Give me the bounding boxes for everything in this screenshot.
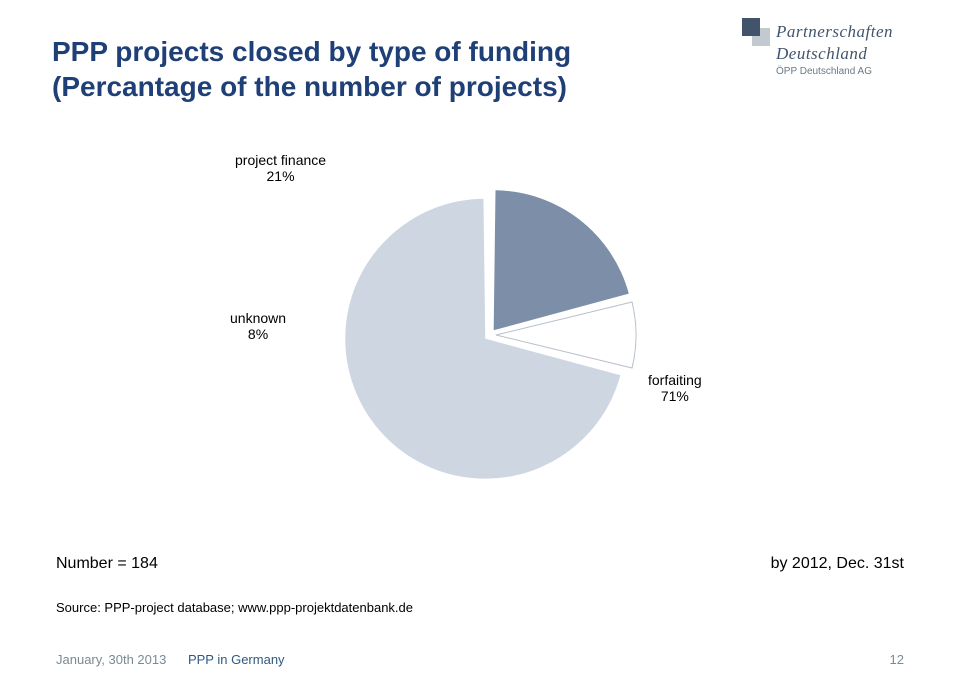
title-line1: PPP projects closed by type of funding bbox=[52, 34, 571, 69]
stats-row: Number = 184 by 2012, Dec. 31st bbox=[56, 555, 904, 573]
stats-left: Number = 184 bbox=[56, 555, 158, 572]
footer-page-number: 12 bbox=[890, 652, 904, 667]
slide-title: PPP projects closed by type of funding (… bbox=[52, 34, 571, 104]
logo-subtext: ÖPP Deutschland AG bbox=[776, 66, 922, 77]
stats-right: by 2012, Dec. 31st bbox=[771, 555, 904, 573]
source-text: Source: PPP-project database; www.ppp-pr… bbox=[56, 600, 413, 615]
logo-top-row: Partnerschaften bbox=[742, 18, 922, 46]
logo-square-front bbox=[742, 18, 760, 36]
logo-mark bbox=[742, 18, 770, 46]
logo-text-line2: Deutschland bbox=[776, 44, 922, 64]
slice-label-0-line1: project finance bbox=[235, 152, 326, 168]
footer: January, 30th 2013 PPP in Germany 12 bbox=[56, 652, 904, 667]
footer-title: PPP in Germany bbox=[188, 652, 285, 667]
slice-label-2-line1: forfaiting bbox=[648, 372, 702, 388]
title-line2: (Percantage of the number of projects) bbox=[52, 69, 571, 104]
slice-label-1-line2: 8% bbox=[230, 326, 286, 342]
slice-label-forfaiting: forfaiting 71% bbox=[648, 372, 702, 404]
slice-label-0-line2: 21% bbox=[235, 168, 326, 184]
footer-date: January, 30th 2013 bbox=[56, 652, 166, 667]
slice-label-2-line2: 71% bbox=[648, 388, 702, 404]
logo-text-line1: Partnerschaften bbox=[776, 22, 893, 42]
pie-chart: project finance 21% unknown 8% forfaitin… bbox=[200, 140, 760, 520]
logo: Partnerschaften Deutschland ÖPP Deutschl… bbox=[742, 18, 922, 77]
slice-label-project-finance: project finance 21% bbox=[235, 152, 326, 184]
slice-label-unknown: unknown 8% bbox=[230, 310, 286, 342]
slice-label-1-line1: unknown bbox=[230, 310, 286, 326]
